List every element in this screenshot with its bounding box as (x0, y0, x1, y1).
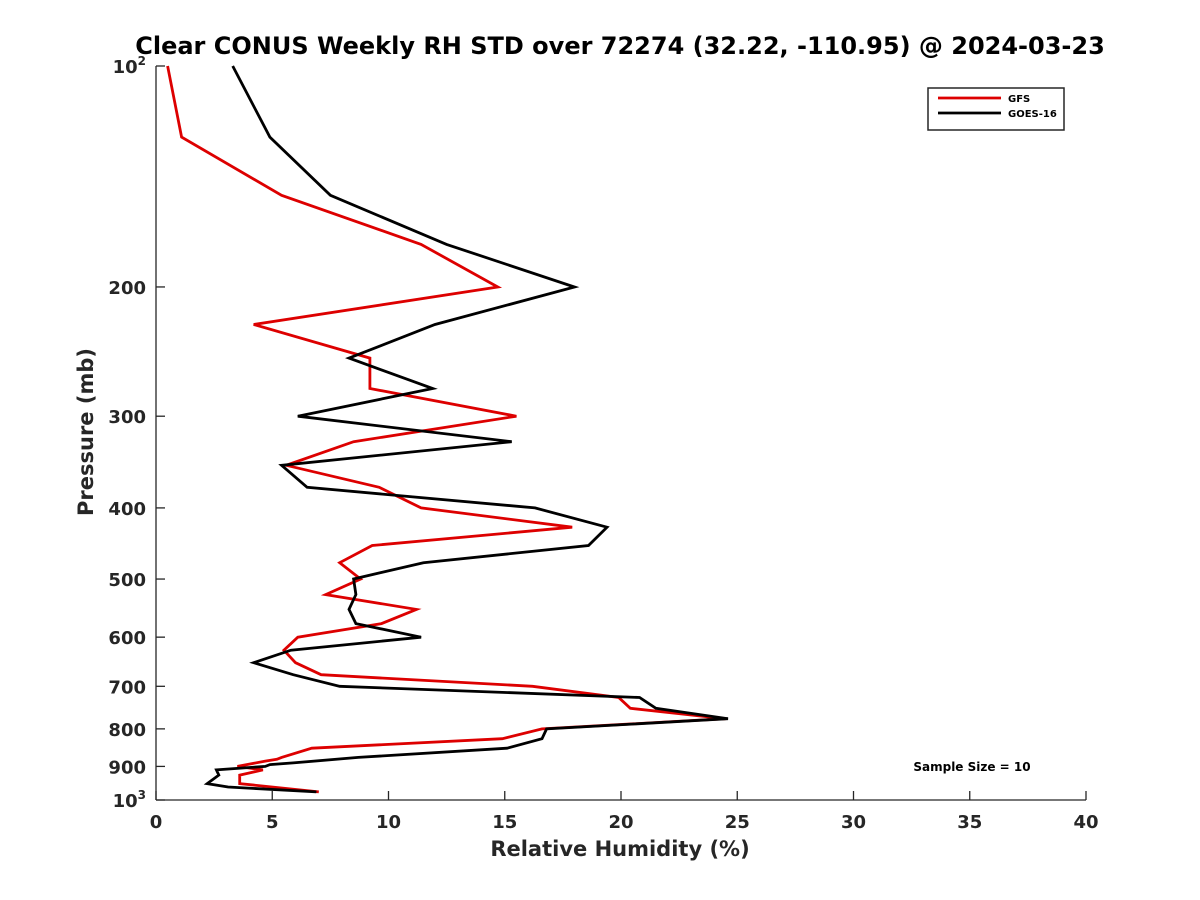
y-tick-label: 103 (113, 788, 146, 812)
series-line-gfs (166, 65, 726, 794)
axes: 0 5 10 15 20 25 30 35 40 102 200 300 400 500 600 700 800… (108, 54, 1098, 833)
x-tick-label: 30 (841, 812, 866, 833)
x-tick-label: 40 (1073, 812, 1098, 833)
y-tick-label: 700 (108, 677, 146, 698)
legend-box (927, 87, 1065, 131)
x-tick-label: 25 (725, 812, 750, 833)
series-group (166, 65, 729, 794)
y-tick-label: 900 (108, 757, 146, 778)
legend: GFS GOES-16 (927, 87, 1065, 131)
chart-title: Clear CONUS Weekly RH STD over 72274 (32… (135, 32, 1105, 60)
y-tick-label: 600 (108, 628, 146, 649)
y-tick-label: 400 (108, 499, 146, 520)
x-tick-label: 15 (492, 812, 517, 833)
legend-label: GFS (1008, 94, 1030, 105)
x-tick-label: 20 (608, 812, 633, 833)
series-line-goes-16 (203, 65, 729, 794)
y-tick-label: 300 (108, 407, 146, 428)
y-tick-label: 500 (108, 570, 146, 591)
x-axis-label: Relative Humidity (%) (490, 837, 749, 861)
y-axis-label: Pressure (mb) (74, 348, 98, 516)
y-tick-label: 200 (108, 278, 146, 299)
y-tick-label: 102 (113, 54, 146, 78)
x-tick-label: 35 (957, 812, 982, 833)
sample-size-note: Sample Size = 10 (913, 760, 1030, 774)
x-tick-label: 0 (150, 812, 163, 833)
legend-label: GOES-16 (1008, 109, 1057, 120)
x-tick-label: 10 (376, 812, 401, 833)
x-tick-label: 5 (266, 812, 279, 833)
y-tick-label: 800 (108, 720, 146, 741)
